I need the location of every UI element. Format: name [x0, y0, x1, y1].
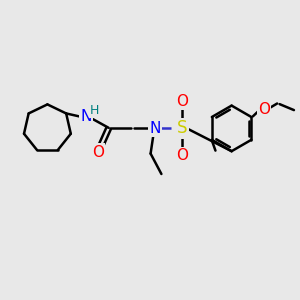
Text: N: N [81, 109, 92, 124]
Text: H: H [90, 104, 99, 117]
Text: O: O [176, 94, 188, 109]
Text: O: O [176, 148, 188, 163]
Text: O: O [258, 102, 270, 117]
Text: S: S [177, 119, 188, 137]
Text: O: O [92, 145, 104, 160]
Text: N: N [150, 121, 161, 136]
